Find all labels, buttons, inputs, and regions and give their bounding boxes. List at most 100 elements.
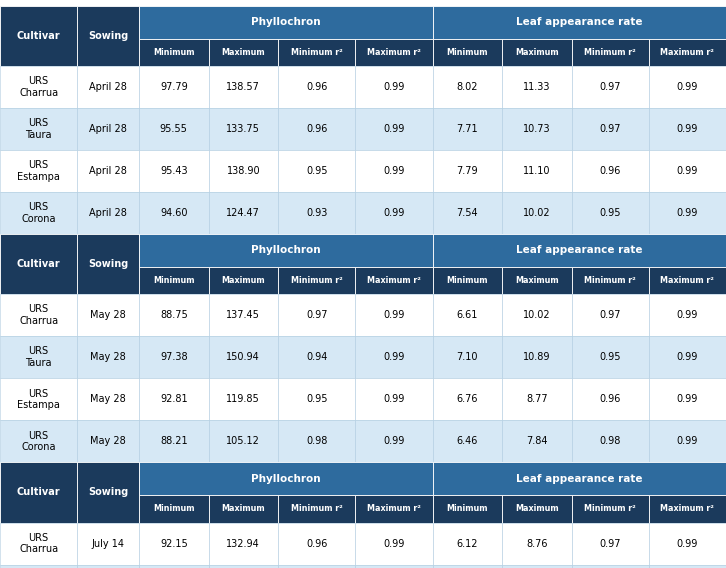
Text: 0.99: 0.99 bbox=[677, 538, 698, 549]
Bar bbox=[355, 66, 433, 108]
Bar bbox=[502, 150, 571, 192]
Bar bbox=[649, 420, 726, 462]
Bar bbox=[278, 420, 355, 462]
Text: 0.99: 0.99 bbox=[383, 352, 404, 362]
Text: 10.02: 10.02 bbox=[523, 310, 550, 320]
Text: URS
Corona: URS Corona bbox=[21, 202, 56, 224]
Text: 105.12: 105.12 bbox=[227, 436, 260, 446]
Bar bbox=[278, 150, 355, 192]
Text: URS
Charrua: URS Charrua bbox=[19, 533, 58, 554]
Bar bbox=[355, 565, 433, 568]
Bar bbox=[433, 462, 726, 495]
Bar bbox=[77, 336, 139, 378]
Text: Phyllochron: Phyllochron bbox=[251, 245, 321, 256]
Bar bbox=[139, 108, 208, 150]
Text: Maximum r²: Maximum r² bbox=[367, 504, 421, 513]
Bar bbox=[208, 565, 278, 568]
Text: Maximum: Maximum bbox=[515, 504, 558, 513]
Bar bbox=[502, 108, 571, 150]
Bar bbox=[571, 523, 649, 565]
Bar bbox=[433, 420, 502, 462]
Text: 133.75: 133.75 bbox=[227, 124, 260, 134]
Bar bbox=[139, 420, 208, 462]
Text: Maximum: Maximum bbox=[221, 276, 265, 285]
Bar bbox=[208, 150, 278, 192]
Text: 0.99: 0.99 bbox=[383, 82, 404, 92]
Text: 0.97: 0.97 bbox=[600, 124, 621, 134]
Text: 97.38: 97.38 bbox=[160, 352, 187, 362]
Text: 150.94: 150.94 bbox=[227, 352, 260, 362]
Bar bbox=[208, 267, 278, 294]
Bar bbox=[77, 108, 139, 150]
Text: 0.95: 0.95 bbox=[306, 394, 327, 404]
Bar bbox=[502, 336, 571, 378]
Bar bbox=[355, 495, 433, 523]
Text: Minimum r²: Minimum r² bbox=[584, 276, 636, 285]
Bar bbox=[433, 39, 502, 66]
Text: April 28: April 28 bbox=[89, 166, 127, 176]
Bar bbox=[139, 192, 208, 234]
Bar bbox=[433, 108, 502, 150]
Bar bbox=[649, 523, 726, 565]
Text: 6.12: 6.12 bbox=[457, 538, 478, 549]
Bar bbox=[278, 565, 355, 568]
Bar bbox=[278, 108, 355, 150]
Text: Maximum: Maximum bbox=[515, 48, 558, 57]
Bar bbox=[571, 565, 649, 568]
Text: Maximum: Maximum bbox=[221, 48, 265, 57]
Text: Leaf appearance rate: Leaf appearance rate bbox=[516, 474, 643, 484]
Text: 7.71: 7.71 bbox=[457, 124, 478, 134]
Text: 8.02: 8.02 bbox=[457, 82, 478, 92]
Bar bbox=[278, 294, 355, 336]
Bar bbox=[502, 267, 571, 294]
Bar bbox=[433, 192, 502, 234]
Text: April 28: April 28 bbox=[89, 208, 127, 218]
Text: Minimum: Minimum bbox=[153, 276, 195, 285]
Bar bbox=[433, 523, 502, 565]
Bar bbox=[208, 294, 278, 336]
Text: URS
Taura: URS Taura bbox=[25, 118, 52, 140]
Text: URS
Corona: URS Corona bbox=[21, 431, 56, 452]
Bar bbox=[355, 267, 433, 294]
Bar bbox=[208, 336, 278, 378]
Bar bbox=[649, 267, 726, 294]
Text: Phyllochron: Phyllochron bbox=[251, 474, 321, 484]
Bar bbox=[77, 66, 139, 108]
Bar bbox=[0, 192, 77, 234]
Bar bbox=[77, 192, 139, 234]
Bar bbox=[571, 495, 649, 523]
Bar bbox=[355, 378, 433, 420]
Text: 8.77: 8.77 bbox=[526, 394, 547, 404]
Bar bbox=[77, 523, 139, 565]
Text: 0.99: 0.99 bbox=[677, 208, 698, 218]
Text: 0.93: 0.93 bbox=[306, 208, 327, 218]
Text: 0.97: 0.97 bbox=[600, 538, 621, 549]
Text: May 28: May 28 bbox=[90, 310, 126, 320]
Text: May 28: May 28 bbox=[90, 436, 126, 446]
Bar bbox=[208, 378, 278, 420]
Bar bbox=[139, 267, 208, 294]
Text: 95.43: 95.43 bbox=[160, 166, 187, 176]
Text: 0.99: 0.99 bbox=[677, 436, 698, 446]
Text: Minimum: Minimum bbox=[153, 48, 195, 57]
Bar bbox=[208, 523, 278, 565]
Bar bbox=[571, 420, 649, 462]
Text: 10.89: 10.89 bbox=[523, 352, 550, 362]
Bar bbox=[77, 150, 139, 192]
Text: Minimum: Minimum bbox=[446, 276, 488, 285]
Bar bbox=[502, 565, 571, 568]
Bar bbox=[649, 495, 726, 523]
Text: 94.60: 94.60 bbox=[160, 208, 187, 218]
Bar bbox=[139, 150, 208, 192]
Bar bbox=[433, 565, 502, 568]
Bar bbox=[278, 267, 355, 294]
Text: 138.90: 138.90 bbox=[227, 166, 260, 176]
Bar bbox=[0, 462, 77, 523]
Text: Sowing: Sowing bbox=[88, 487, 129, 498]
Text: 124.47: 124.47 bbox=[227, 208, 260, 218]
Text: 0.99: 0.99 bbox=[677, 310, 698, 320]
Bar bbox=[0, 565, 77, 568]
Text: 0.99: 0.99 bbox=[677, 82, 698, 92]
Bar bbox=[139, 234, 433, 267]
Text: Maximum r²: Maximum r² bbox=[661, 48, 714, 57]
